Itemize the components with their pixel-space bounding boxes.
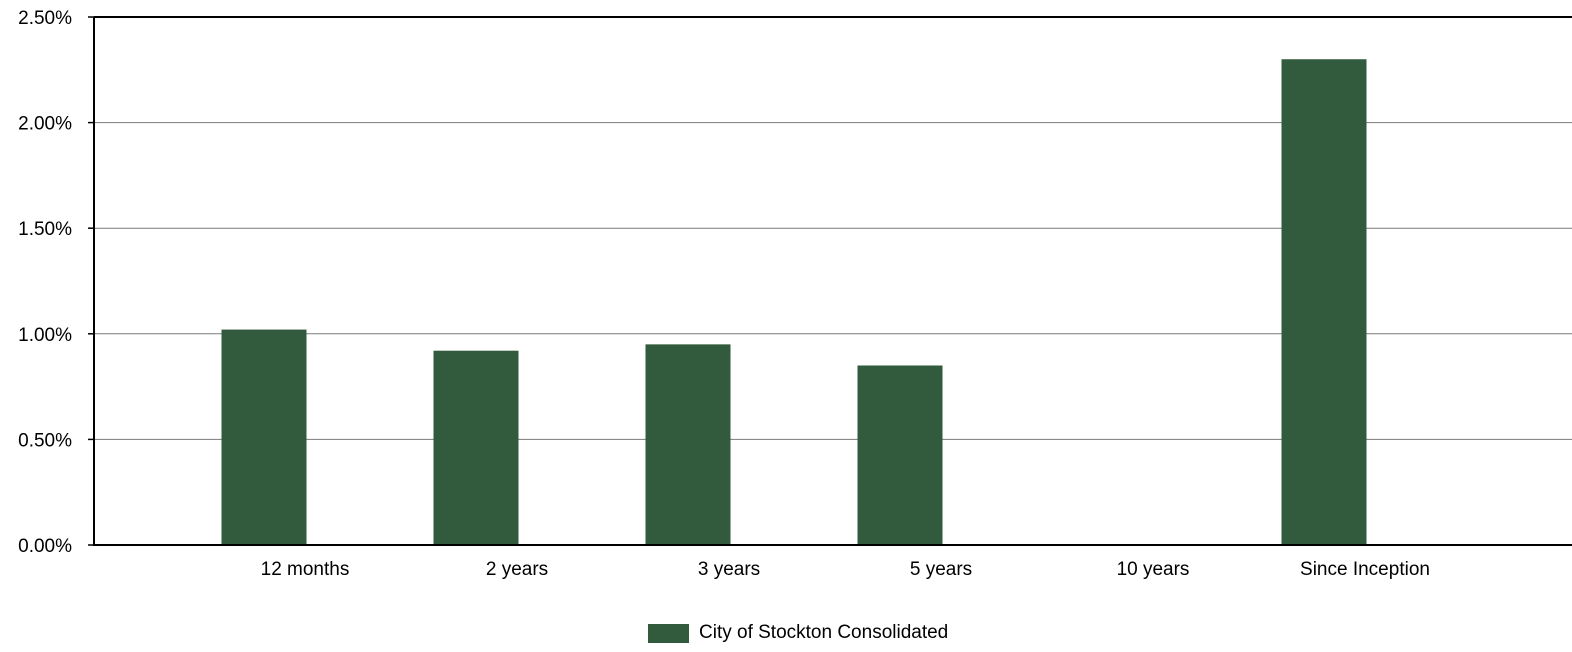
x-axis-tick-labels: 12 months 2 years 3 years 5 years 10 years Si… bbox=[261, 559, 1430, 580]
y-axis-tick-labels: 0.00% 0.50% 1.00% 1.50% 2.00% 2.50% bbox=[18, 8, 72, 557]
legend-swatch bbox=[648, 623, 689, 643]
y-tick-label: 0.50% bbox=[18, 430, 72, 451]
bar bbox=[645, 344, 731, 545]
bar bbox=[1281, 59, 1367, 546]
y-tick-label: 0.00% bbox=[18, 536, 72, 557]
y-tick-label: 2.50% bbox=[18, 8, 72, 29]
x-tick-label: Since Inception bbox=[1300, 559, 1430, 580]
x-tick-label: 12 months bbox=[261, 559, 350, 580]
y-tick-label: 1.50% bbox=[18, 219, 72, 240]
axes bbox=[88, 16, 1572, 546]
y-tick-label: 1.00% bbox=[18, 325, 72, 346]
legend-label: City of Stockton Consolidated bbox=[699, 622, 949, 643]
bars bbox=[221, 59, 1367, 546]
x-tick-label: 10 years bbox=[1117, 559, 1190, 580]
x-tick-label: 3 years bbox=[698, 559, 760, 580]
bar bbox=[857, 365, 943, 545]
x-tick-label: 2 years bbox=[486, 559, 548, 580]
bar bbox=[433, 350, 519, 545]
x-tick-label: 5 years bbox=[910, 559, 972, 580]
bar bbox=[221, 329, 307, 545]
legend: City of Stockton Consolidated bbox=[648, 622, 948, 644]
y-tick-label: 2.00% bbox=[18, 114, 72, 135]
